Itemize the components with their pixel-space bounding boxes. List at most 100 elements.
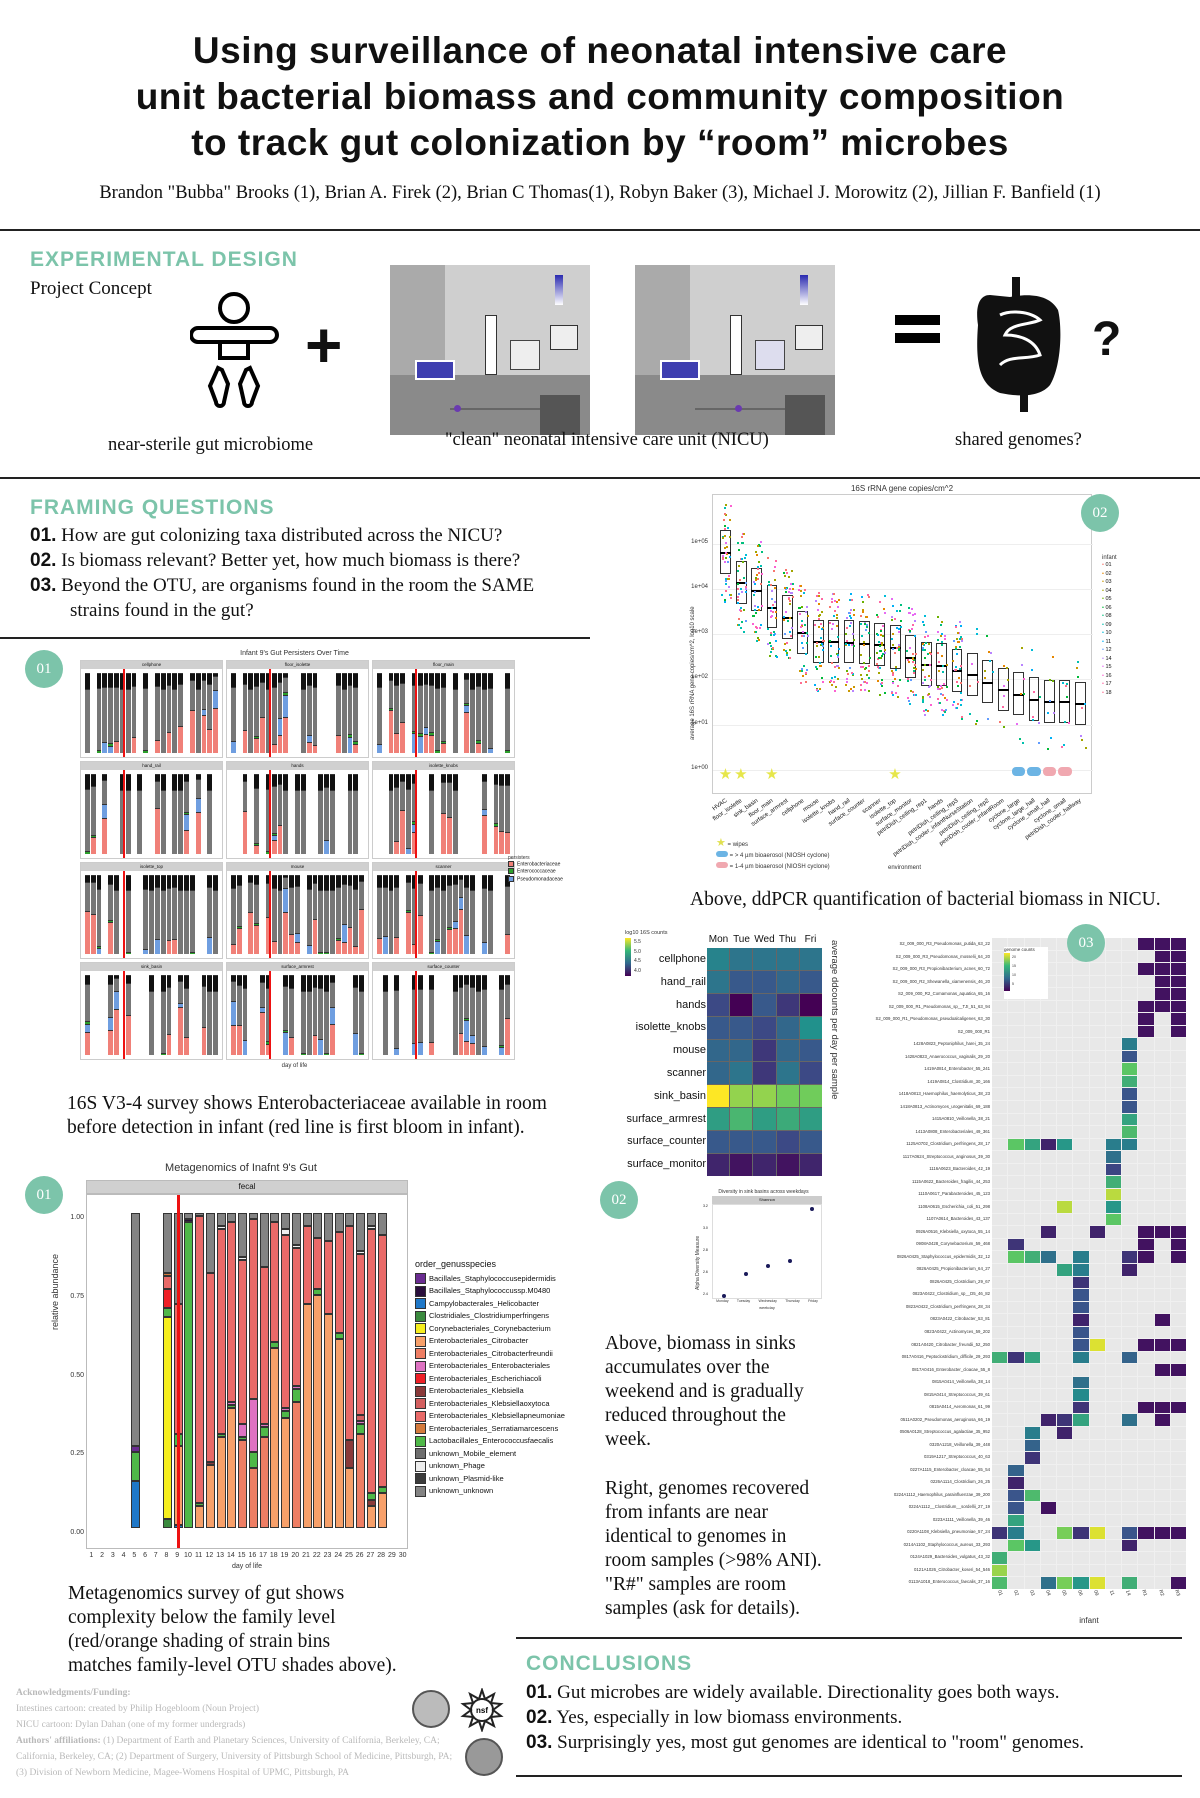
genome-cell <box>1138 1452 1154 1464</box>
heatmap-cell <box>799 1108 822 1131</box>
legend-item: unknown_Mobile_element <box>415 1448 600 1461</box>
heatmap-cell <box>776 1085 799 1108</box>
genome-row-label: S2_009_000_R3_Pseudomonas_putida_63_22 <box>899 941 990 946</box>
genome-cell <box>1057 1063 1073 1075</box>
genome-row-label: 0821A0420_Citrobacter_freundii_52_250 <box>911 1341 990 1347</box>
bar-day-11 <box>195 1213 205 1528</box>
genome-row-label: 1110A0617_Parabacteroides_45_123 <box>918 1191 990 1197</box>
bar-day-18 <box>270 1213 280 1528</box>
genome-cell <box>1122 1539 1138 1552</box>
first-bloom-line <box>123 769 126 858</box>
genome-cell <box>1024 1477 1040 1489</box>
metagenomics-plot-area <box>86 1194 408 1549</box>
genome-cell <box>1170 1038 1186 1050</box>
genome-cell <box>1122 1289 1138 1301</box>
point-Friday <box>810 1207 814 1212</box>
genome-cell <box>1105 1075 1121 1088</box>
genome-cell <box>1040 1477 1056 1489</box>
genome-row-label: 0224A1112_Haemophilus_parainfluenzae_39_… <box>893 1491 990 1497</box>
heatmap-cell <box>707 1108 730 1131</box>
genome-cell <box>1122 1439 1138 1452</box>
genome-cell <box>1040 1138 1056 1151</box>
genome-cell <box>1024 1201 1040 1213</box>
genome-cell <box>1138 1464 1154 1477</box>
genome-cell <box>1040 1075 1056 1088</box>
genome-cell <box>1024 1577 1040 1589</box>
genome-row-label: 0227A1115_Enterobacter_cloacae_55_54 <box>910 1466 990 1472</box>
genome-cell <box>1057 1364 1073 1376</box>
genome-row-label: 0815A0414_Aeromonas_61_99 <box>929 1404 990 1410</box>
genome-cell <box>1008 1289 1024 1301</box>
genome-cell <box>1154 1213 1170 1226</box>
genome-cell <box>1040 1088 1056 1100</box>
genome-cell <box>1105 1326 1121 1339</box>
genome-cell <box>1170 988 1186 1000</box>
genome-cell <box>1105 950 1121 963</box>
genome-cell <box>1089 1339 1105 1351</box>
baby-icon <box>189 290 280 410</box>
genome-cell <box>1057 1351 1073 1364</box>
badge-02: 02 <box>1081 494 1119 532</box>
genome-cell <box>1138 1489 1154 1502</box>
genome-cell <box>1138 1176 1154 1188</box>
genome-cell <box>1138 1401 1154 1414</box>
box-petriDish_cooler_hallway <box>1074 681 1086 725</box>
genome-cell <box>1122 1188 1138 1201</box>
shannon-y-label: Alpha Diversity Measure <box>695 1235 701 1290</box>
genome-cell <box>1154 1301 1170 1314</box>
point-Wednesday <box>766 1264 770 1269</box>
genome-cell <box>1138 988 1154 1000</box>
genome-cell <box>1154 1289 1170 1301</box>
genome-cell <box>1122 1113 1138 1126</box>
genome-cell <box>1073 1063 1089 1075</box>
genome-cell <box>1008 1113 1024 1126</box>
genome-cell <box>1008 1314 1024 1326</box>
genome-cell <box>1154 963 1170 975</box>
genome-cell <box>1138 1577 1154 1589</box>
genome-cell <box>1089 1414 1105 1426</box>
first-bloom-line <box>269 971 272 1059</box>
genome-heatmap <box>992 938 1186 1589</box>
genome-cell <box>1105 1301 1121 1314</box>
col-Mon: Mon <box>708 934 729 945</box>
genome-row-label: S2_009_000_R1_Pseudomonas_sp__TJI_51_63_… <box>888 1003 990 1009</box>
genome-cell <box>1154 1364 1170 1376</box>
genome-cell <box>1154 988 1170 1000</box>
genome-cell <box>1154 1326 1170 1339</box>
genome-cell <box>1040 1376 1056 1389</box>
genome-cell <box>1008 1151 1024 1163</box>
shannon-title: Diversity in sink basins across weekdays <box>718 1189 809 1195</box>
genome-cell <box>992 1163 1008 1176</box>
genome-cell <box>1170 1527 1186 1539</box>
genome-row-label: 0319A1217_Streptococcus_40_63 <box>924 1454 990 1460</box>
genome-row-label: 1413A0808_Enterobacteriales_49_361 <box>915 1128 990 1134</box>
genome-cell <box>1170 1226 1186 1238</box>
genome-legend: genome counts 20 15 10 5 <box>1004 947 1048 999</box>
genome-cell <box>1024 1489 1040 1502</box>
genome-cell <box>1170 1151 1186 1163</box>
genome-cell <box>1170 1464 1186 1477</box>
genome-cell <box>1073 1539 1089 1552</box>
genome-cell <box>1154 1564 1170 1577</box>
genome-cell <box>1008 1238 1024 1251</box>
genome-cell <box>1008 1251 1024 1263</box>
badge-01: 01 <box>25 650 63 688</box>
genome-cell <box>1170 1351 1186 1364</box>
genome-cell <box>1008 1339 1024 1351</box>
legend-item: Lactobacillales_Enterococcusfaecalis <box>415 1435 600 1448</box>
genome-cell <box>992 1314 1008 1326</box>
genome-cell <box>992 1427 1008 1439</box>
genome-cell <box>1040 1050 1056 1063</box>
genome-cell <box>1089 1238 1105 1251</box>
genome-cell <box>1008 1577 1024 1589</box>
genome-cell <box>1073 1301 1089 1314</box>
genome-cell <box>1138 1439 1154 1452</box>
title-line-1: Using surveillance of neonatal intensive… <box>192 30 1008 71</box>
genome-cell <box>1105 1163 1121 1176</box>
bar-day-12 <box>205 1213 215 1528</box>
genome-cell <box>1024 1502 1040 1514</box>
genome-cell <box>1073 1025 1089 1038</box>
genome-cell <box>1154 950 1170 963</box>
genome-cell <box>1024 1151 1040 1163</box>
genome-cell <box>1089 1176 1105 1188</box>
